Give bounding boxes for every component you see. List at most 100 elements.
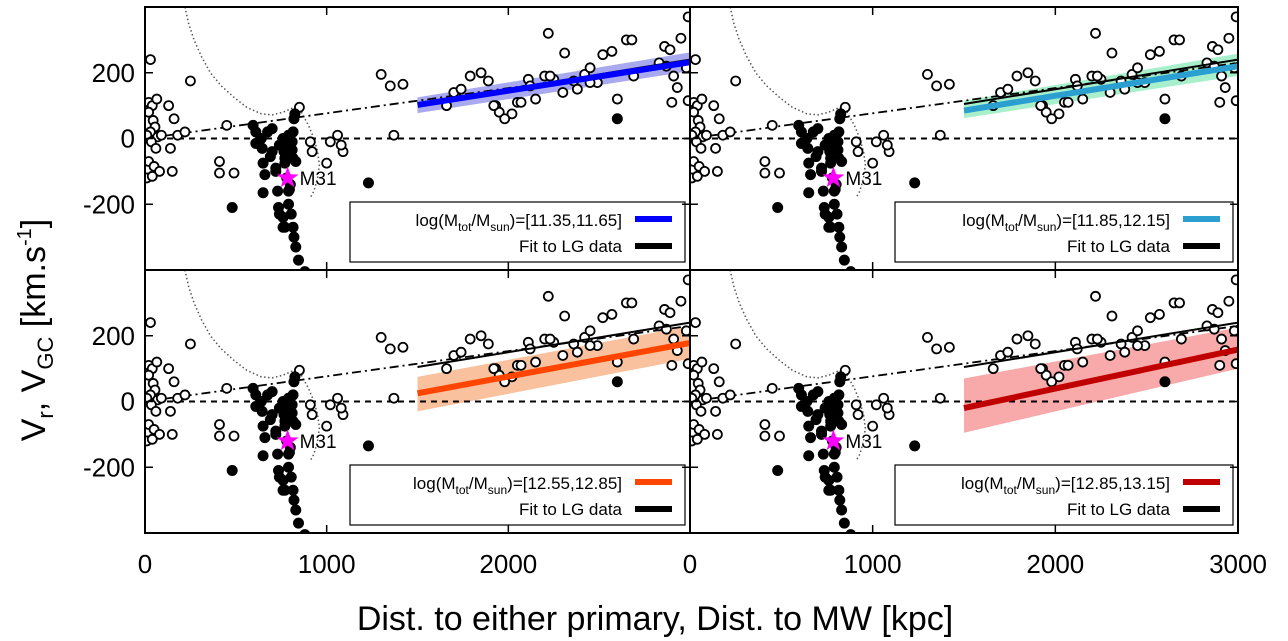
filled-point <box>803 157 815 169</box>
filled-point <box>299 529 311 533</box>
open-point <box>166 428 178 440</box>
filled-point <box>772 465 784 477</box>
open-point <box>375 331 387 343</box>
open-point <box>150 142 162 154</box>
filled-point <box>289 371 301 383</box>
open-point <box>671 82 683 93</box>
open-point <box>335 139 347 151</box>
filled-point <box>272 448 284 460</box>
open-point <box>145 317 156 329</box>
open-point <box>166 165 178 177</box>
open-point <box>931 343 942 355</box>
open-point <box>228 430 240 442</box>
m31-label: M31 <box>845 432 882 453</box>
filled-point <box>838 254 850 266</box>
open-point <box>699 428 711 440</box>
m31-star <box>822 166 845 188</box>
filled-point <box>262 389 274 401</box>
filled-point <box>834 231 846 243</box>
filled-point <box>817 185 829 197</box>
open-point <box>690 369 700 381</box>
x-tick-label: 3000 <box>1209 549 1267 579</box>
panel-top-left: M31 log(Mtot/Msun)=[11.35,11.65] Fit to LG… <box>83 6 691 271</box>
open-point <box>1029 338 1041 350</box>
open-point <box>699 165 711 177</box>
open-point <box>384 343 396 355</box>
y-tick-label: 200 <box>92 321 135 351</box>
open-point <box>306 146 318 158</box>
open-point <box>464 70 476 82</box>
open-point <box>710 142 721 154</box>
open-point <box>499 113 511 125</box>
open-point <box>701 392 712 404</box>
y-tick-label: -200 <box>83 452 135 482</box>
open-point <box>712 428 723 440</box>
filled-point <box>362 177 374 189</box>
filled-point <box>279 221 291 233</box>
open-point <box>1077 93 1089 105</box>
filled-point <box>831 208 843 220</box>
filled-point <box>257 157 269 169</box>
x-tick-label: 1000 <box>844 549 902 579</box>
open-point <box>1230 358 1238 370</box>
open-point <box>1002 83 1014 95</box>
open-point <box>759 419 771 430</box>
open-point <box>1223 295 1235 307</box>
open-point <box>335 402 347 414</box>
open-point <box>850 399 862 411</box>
x-tick-label: 0 <box>683 549 697 579</box>
open-point <box>185 338 196 350</box>
lg-fit-line <box>963 58 1238 105</box>
open-point <box>713 113 725 125</box>
open-point <box>675 32 687 44</box>
filled-point <box>909 440 921 452</box>
open-point <box>1106 310 1118 322</box>
open-point <box>666 96 678 108</box>
open-point <box>441 363 452 375</box>
open-point <box>145 54 156 65</box>
filled-point <box>266 409 278 421</box>
filled-point <box>828 198 840 210</box>
filled-point <box>270 162 282 174</box>
legend-box <box>349 201 686 263</box>
open-point <box>1029 75 1041 87</box>
open-point <box>878 392 890 404</box>
filled-point <box>288 494 300 506</box>
filled-point <box>828 129 840 141</box>
open-point <box>321 157 333 169</box>
dash-dot-line <box>690 61 1238 140</box>
filled-point <box>807 389 819 401</box>
filled-point <box>801 133 813 144</box>
legend-box <box>349 464 686 526</box>
filled-point <box>828 461 840 473</box>
filled-point <box>845 266 856 270</box>
open-point <box>1062 359 1074 371</box>
open-point <box>682 11 690 23</box>
y-tick-label: 0 <box>121 124 135 154</box>
open-point <box>515 359 527 371</box>
legend-box <box>894 201 1234 263</box>
filled-point <box>1159 113 1171 125</box>
open-point <box>397 341 409 353</box>
open-point <box>332 392 343 404</box>
open-point <box>696 356 708 368</box>
filled-point <box>1159 376 1171 388</box>
open-point <box>881 139 893 151</box>
open-point <box>774 167 785 179</box>
filled-point <box>807 126 819 138</box>
open-point <box>1119 346 1131 358</box>
m31-star <box>822 429 845 451</box>
open-point <box>145 106 155 118</box>
open-point <box>1035 363 1047 375</box>
open-point <box>682 358 690 370</box>
lg-fit-line <box>963 321 1238 368</box>
x-tick-label: 2000 <box>479 549 537 579</box>
open-point <box>304 399 316 411</box>
filled-point <box>362 440 374 452</box>
open-point <box>867 157 879 169</box>
open-point <box>1174 297 1185 309</box>
open-point <box>708 100 720 112</box>
filled-point <box>283 129 295 141</box>
open-point <box>1216 70 1227 82</box>
open-point <box>922 68 933 80</box>
